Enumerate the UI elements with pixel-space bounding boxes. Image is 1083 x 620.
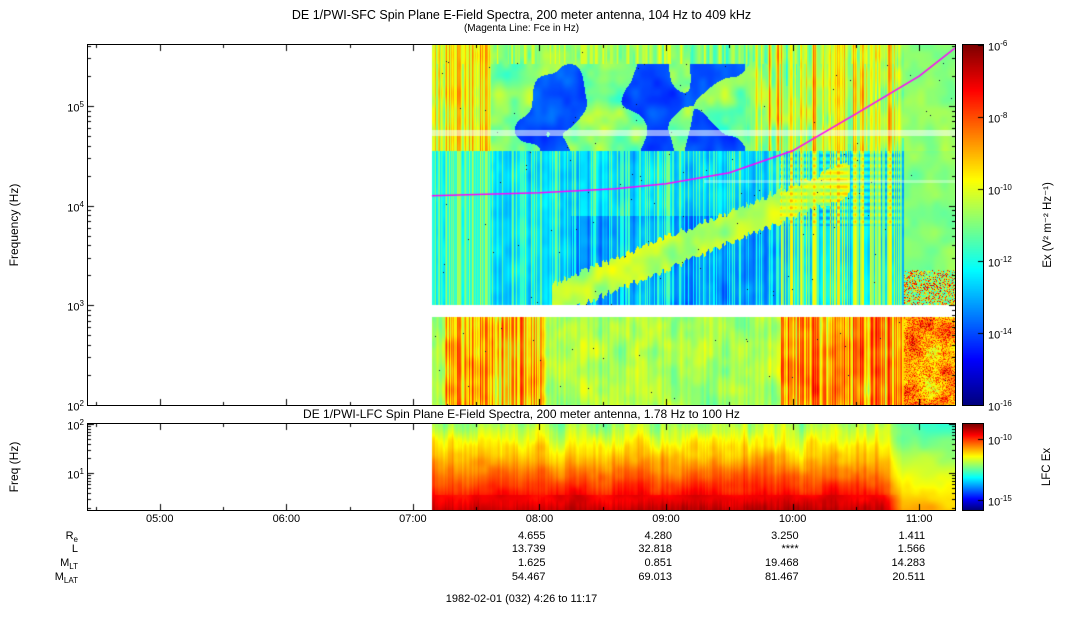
sfc-y-axis-label: Frequency (Hz) (7, 183, 21, 267)
ephemeris-value: 1.625 (517, 557, 546, 569)
ephemeris-value: 20.511 (892, 571, 926, 583)
ephemeris-value: 81.467 (764, 571, 799, 583)
ephemeris-label-mlat: MLAT (54, 571, 78, 586)
sfc-colorbar (962, 44, 984, 406)
time-tick-label: 08:00 (525, 513, 554, 525)
footer-time-range: 1982-02-01 (032) 4:26 to 11:17 (445, 593, 598, 605)
ephemeris-label-re: Re (65, 530, 78, 545)
time-tick-label: 09:00 (652, 513, 680, 525)
ephemeris-value: 19.468 (764, 557, 799, 569)
sfc-ytick-label: 105 (67, 99, 84, 115)
ephemeris-value: 14.283 (891, 557, 926, 569)
sfc-ytick-label: 104 (67, 199, 84, 215)
sfc-spectrogram-canvas (87, 44, 956, 406)
lfc-plot-title: DE 1/PWI-LFC Spin Plane E-Field Spectra,… (303, 407, 740, 421)
sfc-plot-title: DE 1/PWI-SFC Spin Plane E-Field Spectra,… (291, 8, 752, 22)
lfc-colorbar-label: LFC Ex (1041, 447, 1053, 487)
time-tick-label: 07:00 (399, 513, 427, 525)
time-tick-label: 11:00 (905, 513, 933, 525)
lfc-colorbar-tick-label: 10-10 (988, 433, 1012, 449)
lfc-spectrogram-canvas (87, 423, 956, 511)
time-tick-label: 05:00 (145, 513, 174, 525)
sfc-colorbar-tick-label: 10-6 (988, 39, 1008, 54)
ephemeris-value: **** (781, 543, 799, 555)
sfc-ytick-label: 102 (67, 399, 84, 414)
lfc-colorbar (962, 423, 984, 511)
ephemeris-value: 4.280 (644, 530, 673, 542)
ephemeris-value: 1.566 (897, 543, 926, 555)
sfc-colorbar-tick-label: 10-14 (988, 327, 1012, 342)
ephemeris-value: 32.818 (638, 543, 673, 555)
time-tick-label: 10:00 (778, 513, 807, 525)
sfc-colorbar-tick-label: 10-10 (988, 183, 1012, 198)
ephemeris-value: 69.013 (638, 571, 673, 583)
time-tick-label: 06:00 (272, 513, 301, 525)
sfc-ytick-label: 103 (67, 299, 84, 314)
sfc-plot-subtitle: (Magenta Line: Fce in Hz) (463, 23, 580, 34)
sfc-colorbar-tick-label: 10-8 (988, 111, 1008, 126)
ephemeris-value: 0.851 (644, 557, 673, 569)
sfc-colorbar-label: Ex (V² m⁻² Hz⁻¹) (1042, 182, 1054, 268)
ephemeris-label-mlt: MLT (60, 557, 78, 572)
ephemeris-value: 54.467 (511, 571, 546, 583)
ephemeris-label-l: L (71, 543, 78, 555)
sfc-colorbar-tick-label: 10-12 (988, 255, 1012, 270)
ephemeris-value: 1.411 (898, 530, 926, 542)
ephemeris-value: 4.655 (517, 530, 546, 542)
lfc-y-axis-label: Freq (Hz) (7, 441, 21, 493)
ephemeris-value: 3.250 (771, 530, 799, 542)
ephemeris-value: 13.739 (511, 543, 546, 555)
lfc-ytick-label: 102 (67, 418, 84, 433)
sfc-colorbar-tick-label: 10-16 (988, 399, 1012, 414)
lfc-colorbar-tick-label: 10-15 (988, 493, 1012, 509)
lfc-ytick-label: 101 (67, 467, 84, 482)
